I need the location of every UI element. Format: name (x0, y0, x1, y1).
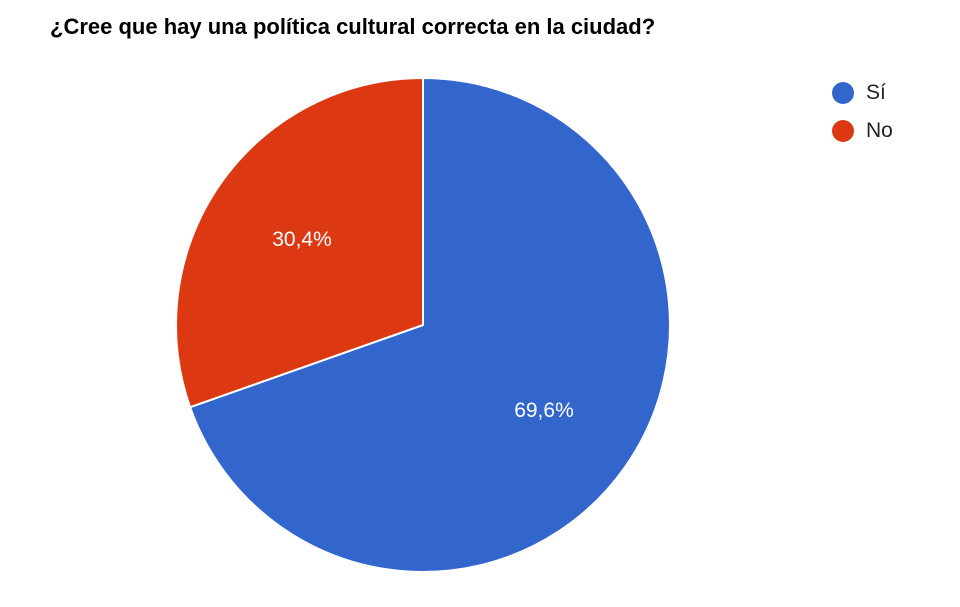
pie-slice-no[interactable] (175, 76, 424, 409)
legend-item-no[interactable]: No (832, 112, 893, 150)
data-label-si: 69,6% (514, 399, 574, 422)
legend-swatch-si (832, 82, 854, 104)
legend-swatch-no (832, 120, 854, 142)
data-label-no: 30,4% (272, 228, 332, 251)
legend-label-no: No (866, 119, 893, 142)
legend-label-si: Sí (866, 81, 886, 104)
pie-slice-si[interactable] (188, 76, 671, 573)
chart-title: ¿Cree que hay una política cultural corr… (50, 14, 656, 39)
legend-item-si[interactable]: Sí (832, 74, 893, 112)
legend: Sí No (832, 74, 893, 150)
